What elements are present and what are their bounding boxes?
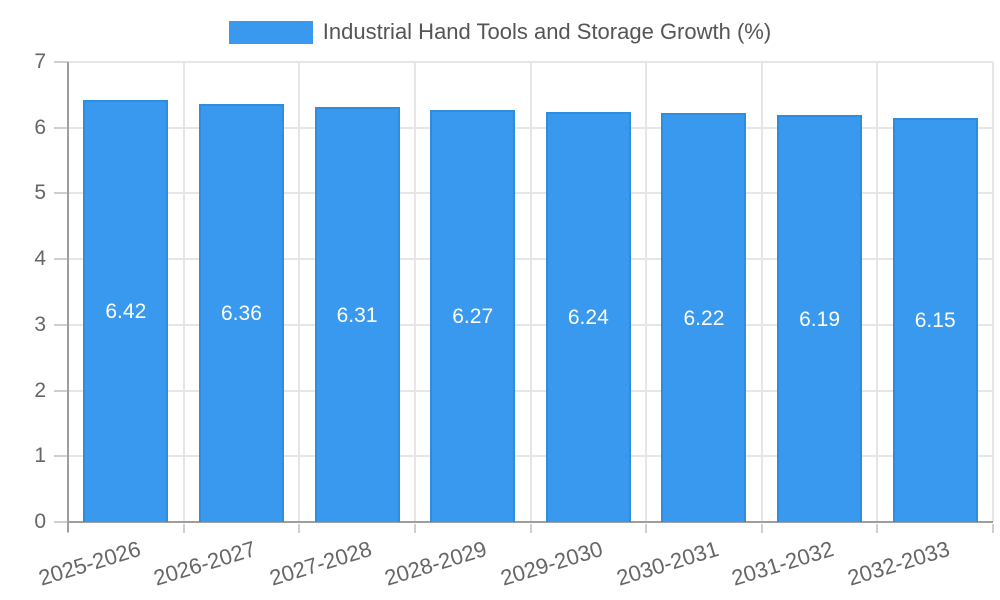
x-tick-mark [182,524,185,533]
x-tick-label: 2025-2026 [35,536,144,591]
x-tick-mark [992,524,994,533]
bar-value-label: 6.24 [567,305,609,329]
bar: 6.22 [661,113,747,522]
bar-value-label: 6.15 [914,308,956,332]
legend-item[interactable]: Industrial Hand Tools and Storage Growth… [228,19,772,45]
v-gridline [992,62,994,522]
bar: 6.42 [83,100,169,522]
x-tick-label: 2029-2030 [497,536,606,591]
x-tick-mark [413,524,416,533]
x-axis-line [68,521,993,523]
v-gridline [182,62,185,522]
y-tick-label: 5 [34,181,46,205]
bar: 6.27 [430,109,516,522]
bar: 6.31 [314,107,400,522]
y-tick-mark [54,323,68,326]
x-tick-label: 2032-2033 [844,536,953,591]
x-tick-mark [529,524,532,533]
y-tick-label: 3 [34,312,46,336]
y-tick-mark [54,521,68,523]
x-tick-label: 2030-2031 [613,536,722,591]
x-tick-label: 2028-2029 [382,536,490,591]
legend-swatch-icon [228,20,313,44]
v-gridline [413,62,416,522]
y-tick-label: 2 [34,378,46,402]
bar-value-label: 6.42 [105,300,147,324]
v-gridline [645,62,648,522]
x-tick-mark [298,524,301,533]
v-gridline [760,62,763,522]
bar-value-label: 6.36 [221,302,262,326]
legend-label: Industrial Hand Tools and Storage Growth… [322,19,772,44]
y-tick-mark [54,389,68,392]
bar-value-label: 6.27 [452,304,494,328]
bar: 6.36 [198,104,284,522]
y-tick-label: 1 [34,444,46,468]
v-gridline [876,62,879,522]
v-gridline [529,62,532,522]
chart-legend: Industrial Hand Tools and Storage Growth… [0,19,1000,45]
y-axis-line [67,62,69,532]
y-tick-mark [54,61,68,63]
bar: 6.19 [777,115,863,522]
y-tick-mark [54,192,68,195]
x-tick-mark [760,524,763,533]
x-tick-label: 2026-2027 [150,536,259,591]
y-tick-label: 7 [34,50,46,73]
y-tick-mark [54,455,68,458]
x-tick-label: 2031-2032 [728,536,837,591]
v-gridline [298,62,301,522]
bar-value-label: 6.19 [799,307,840,331]
y-tick-mark [54,126,68,129]
bar: 6.24 [545,111,631,522]
bar: 6.15 [892,117,978,522]
y-tick-label: 6 [34,115,46,139]
bar-value-label: 6.22 [683,306,725,330]
y-tick-label: 4 [34,247,46,271]
y-tick-mark [54,258,68,261]
x-tick-mark [876,524,879,533]
x-tick-label: 2027-2028 [266,536,375,591]
bar-value-label: 6.31 [336,303,378,327]
x-tick-mark [645,524,648,533]
y-tick-label: 0 [34,510,46,533]
